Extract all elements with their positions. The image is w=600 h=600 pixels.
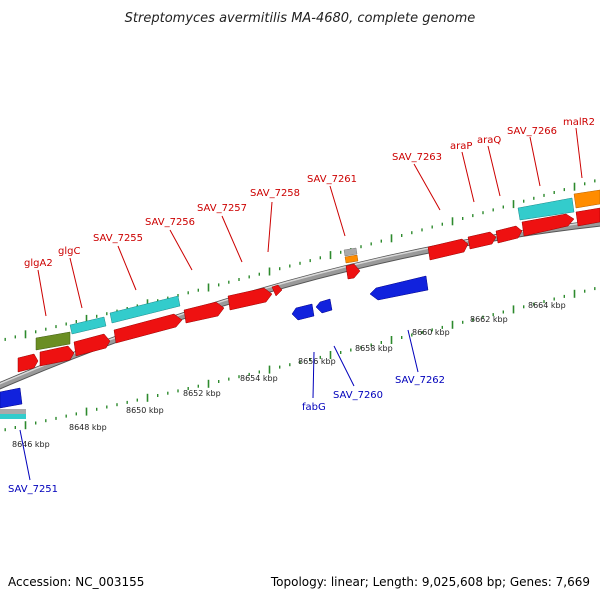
kbp-label: 8648 kbp: [69, 423, 107, 432]
kbp-label: 8652 kbp: [183, 389, 221, 398]
gene-SAV_7266[interactable]: [517, 197, 575, 221]
gene-label-SAV_7251: SAV_7251: [8, 484, 58, 495]
gene-label-malR2: malR2: [563, 117, 595, 128]
kbp-label: 8662 kbp: [470, 315, 508, 324]
gene-SAV_7262[interactable]: [369, 275, 429, 301]
reverse-gene-labels: SAV_7251 fabG SAV_7260 SAV_7262: [8, 329, 445, 495]
gene-arrow[interactable]: [73, 333, 111, 357]
kbp-label: 8654 kbp: [240, 374, 278, 383]
gene-label-SAV_7261: SAV_7261: [307, 174, 357, 185]
gene-small-orange[interactable]: [344, 254, 359, 264]
gene-SAV_7260[interactable]: [315, 298, 333, 314]
gene-arrow[interactable]: [427, 238, 469, 261]
gene-small-gray[interactable]: [0, 409, 26, 414]
gene-label-fabG: fabG: [302, 402, 326, 413]
forward-gene-labels: glgA2 glgC SAV_7255 SAV_7256 SAV_7257 SA…: [24, 117, 595, 317]
gene-label-SAV_7256: SAV_7256: [145, 217, 195, 228]
gene-label-SAV_7258: SAV_7258: [250, 188, 300, 199]
forward-genes-outer: [35, 189, 600, 351]
gene-label-glgC: glgC: [58, 246, 80, 257]
gene-small-cyan[interactable]: [0, 414, 26, 419]
gene-glgC[interactable]: [69, 316, 107, 335]
kbp-label: 8656 kbp: [298, 357, 336, 366]
gene-label-SAV_7260: SAV_7260: [333, 390, 383, 401]
reverse-scale-track: [4, 287, 596, 432]
gene-label-glgA2: glgA2: [24, 258, 53, 269]
gene-arrow[interactable]: [575, 207, 600, 227]
accession-text: Accession: NC_003155: [8, 575, 144, 589]
forward-genes-inner: [17, 207, 600, 373]
gene-label-SAV_7257: SAV_7257: [197, 203, 247, 214]
kbp-label: 8646 kbp: [12, 440, 50, 449]
gene-label-SAV_7255: SAV_7255: [93, 233, 143, 244]
gene-SAV_7251[interactable]: [0, 387, 23, 409]
gene-arrow[interactable]: [521, 213, 575, 237]
gene-fabG[interactable]: [291, 303, 315, 321]
gene-malR2[interactable]: [573, 189, 600, 209]
kbp-label: 8650 kbp: [126, 406, 164, 415]
map-title: Streptomyces avermitilis MA-4680, comple…: [125, 11, 476, 26]
reverse-genes: [0, 275, 429, 419]
gene-arrow[interactable]: [113, 313, 183, 344]
gene-arrow[interactable]: [183, 301, 225, 324]
gene-arrow[interactable]: [39, 345, 75, 367]
gene-label-araQ: araQ: [477, 135, 501, 146]
gene-label-SAV_7263: SAV_7263: [392, 152, 442, 163]
gene-SAV_7255[interactable]: [109, 295, 181, 324]
gene-label-araP: araP: [450, 141, 472, 152]
gene-glgA2[interactable]: [35, 331, 71, 351]
kbp-label: 8660 kbp: [412, 328, 450, 337]
gene-arrow[interactable]: [17, 353, 39, 373]
topology-text: Topology: linear; Length: 9,025,608 bp; …: [270, 575, 590, 589]
gene-arrow[interactable]: [495, 225, 523, 244]
kbp-scale-labels: 8646 kbp 8648 kbp 8650 kbp 8652 kbp 8654…: [12, 301, 566, 449]
gene-arrow[interactable]: [227, 287, 273, 311]
gene-arrow[interactable]: [467, 231, 497, 250]
kbp-label: 8658 kbp: [355, 344, 393, 353]
gene-label-SAV_7262: SAV_7262: [395, 375, 445, 386]
gene-small-gray[interactable]: [343, 247, 358, 257]
gene-arrow[interactable]: [345, 263, 361, 280]
gene-label-SAV_7266: SAV_7266: [507, 126, 557, 137]
gene-arrow[interactable]: [271, 284, 283, 297]
kbp-label: 8664 kbp: [528, 301, 566, 310]
